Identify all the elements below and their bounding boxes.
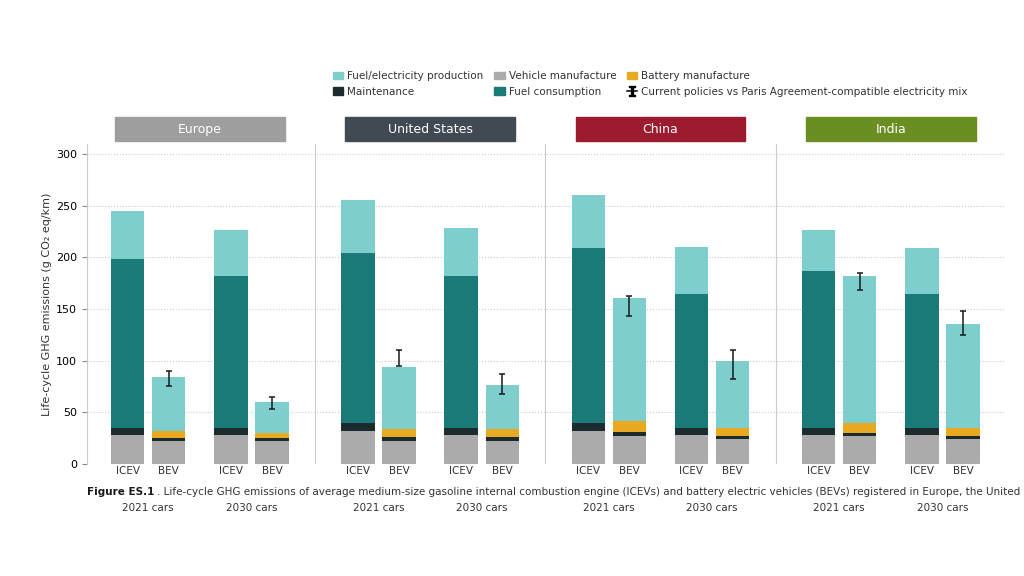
Bar: [485, 385, 519, 429]
Bar: [382, 437, 416, 441]
Bar: [675, 435, 709, 464]
Text: United States: United States: [388, 123, 472, 135]
Bar: [341, 253, 375, 423]
Bar: [802, 427, 836, 435]
Bar: [716, 436, 750, 439]
Bar: [571, 248, 605, 423]
Bar: [111, 260, 144, 427]
Text: Figure ES.1: Figure ES.1: [87, 487, 155, 497]
Bar: [444, 427, 478, 435]
Bar: [843, 423, 877, 433]
Y-axis label: Life-cycle GHG emissions (g CO₂ eq/km): Life-cycle GHG emissions (g CO₂ eq/km): [42, 192, 52, 415]
Bar: [802, 271, 836, 427]
Bar: [444, 276, 478, 427]
Bar: [111, 211, 144, 260]
Bar: [612, 432, 646, 436]
Bar: [444, 228, 478, 276]
Bar: [802, 435, 836, 464]
Bar: [111, 435, 144, 464]
Text: 2030 cars: 2030 cars: [686, 503, 738, 513]
Bar: [612, 436, 646, 464]
Text: 2021 cars: 2021 cars: [123, 503, 174, 513]
Bar: [675, 427, 709, 435]
Bar: [946, 427, 980, 436]
Bar: [946, 436, 980, 439]
Bar: [843, 433, 877, 436]
Bar: [152, 438, 185, 441]
Bar: [382, 441, 416, 464]
Bar: [152, 441, 185, 464]
Bar: [946, 439, 980, 464]
Text: China: China: [643, 123, 678, 135]
Bar: [341, 431, 375, 464]
Text: 2021 cars: 2021 cars: [583, 503, 635, 513]
Bar: [571, 195, 605, 248]
Text: . Life-cycle GHG emissions of average medium-size gasoline internal combustion e: . Life-cycle GHG emissions of average me…: [157, 487, 1024, 497]
Bar: [716, 361, 750, 427]
Bar: [843, 276, 877, 423]
Bar: [214, 435, 248, 464]
Bar: [843, 436, 877, 464]
Bar: [675, 294, 709, 427]
Bar: [255, 433, 289, 438]
Bar: [485, 429, 519, 437]
Bar: [341, 423, 375, 431]
Bar: [152, 377, 185, 431]
Bar: [905, 435, 939, 464]
Bar: [152, 431, 185, 438]
Bar: [255, 402, 289, 433]
Bar: [946, 324, 980, 427]
Bar: [485, 437, 519, 441]
Bar: [802, 230, 836, 271]
Bar: [675, 247, 709, 294]
Text: Europe: Europe: [178, 123, 222, 135]
Bar: [341, 200, 375, 253]
Text: 2030 cars: 2030 cars: [225, 503, 278, 513]
Bar: [716, 427, 750, 436]
Bar: [571, 423, 605, 431]
Bar: [255, 441, 289, 464]
Bar: [612, 422, 646, 432]
Bar: [571, 431, 605, 464]
Legend: Fuel/electricity production, Maintenance, Vehicle manufacture, Fuel consumption,: Fuel/electricity production, Maintenance…: [333, 71, 968, 97]
Bar: [716, 439, 750, 464]
Bar: [111, 427, 144, 435]
Bar: [905, 248, 939, 294]
Bar: [485, 441, 519, 464]
Bar: [214, 276, 248, 427]
Bar: [612, 298, 646, 422]
Bar: [382, 429, 416, 437]
Text: 2030 cars: 2030 cars: [456, 503, 508, 513]
Bar: [214, 230, 248, 276]
Text: 2021 cars: 2021 cars: [813, 503, 865, 513]
Text: 2021 cars: 2021 cars: [352, 503, 404, 513]
Bar: [444, 435, 478, 464]
Bar: [905, 427, 939, 435]
Bar: [255, 438, 289, 441]
Text: 2030 cars: 2030 cars: [916, 503, 968, 513]
Text: India: India: [876, 123, 906, 135]
Bar: [382, 367, 416, 429]
Bar: [905, 294, 939, 427]
Bar: [214, 427, 248, 435]
